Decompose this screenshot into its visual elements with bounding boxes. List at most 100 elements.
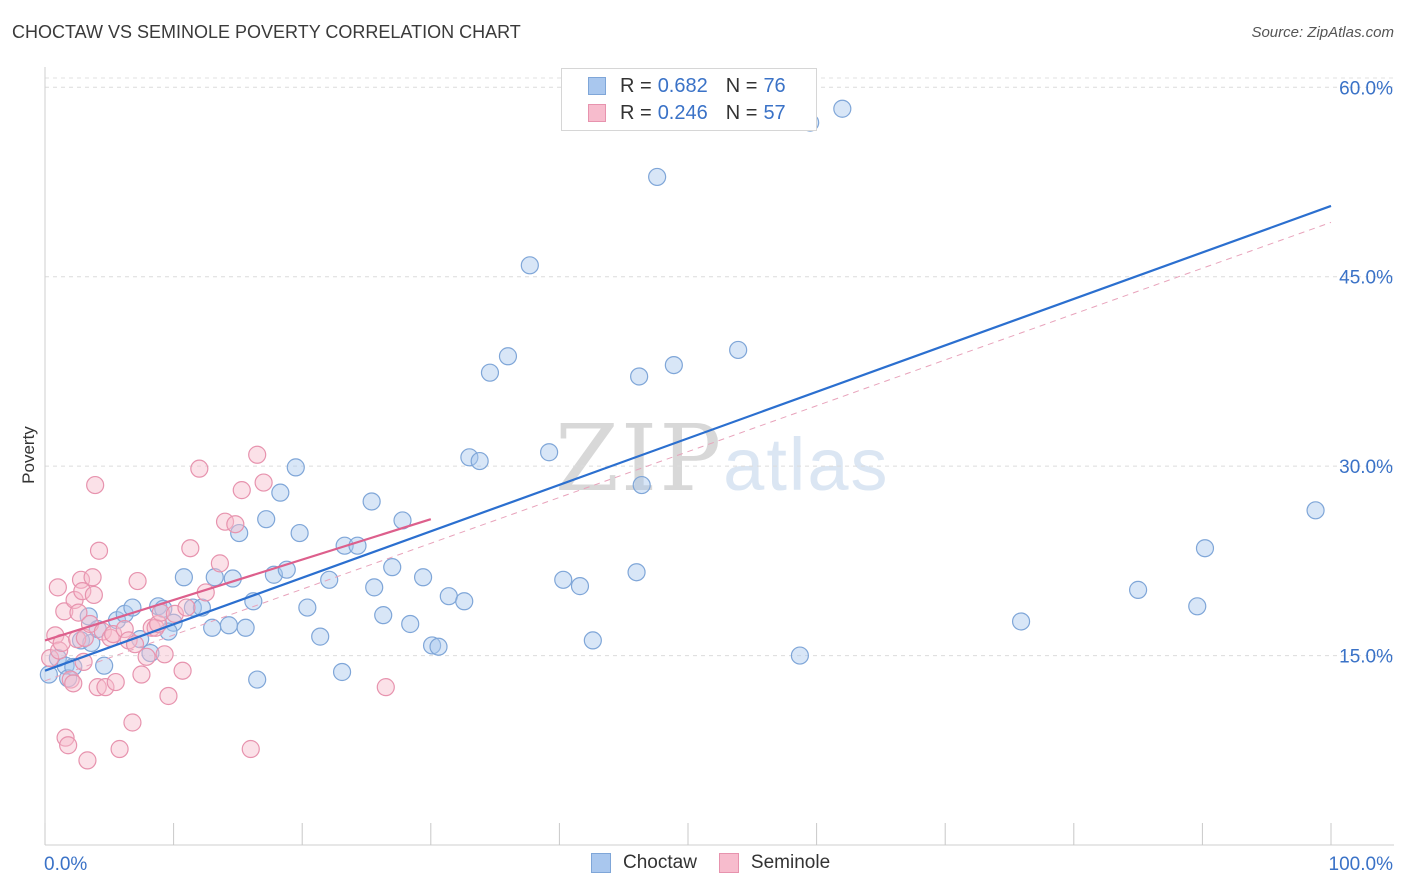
watermark: ZIPatlas — [555, 405, 889, 512]
point-choctaw — [365, 578, 384, 597]
point-seminole — [115, 619, 134, 639]
point-choctaw — [833, 99, 852, 118]
point-seminole — [254, 473, 273, 492]
point-choctaw — [460, 448, 479, 467]
point-seminole — [137, 647, 156, 666]
point-seminole — [83, 568, 102, 587]
x-tick-label: 0.0% — [44, 854, 87, 875]
point-choctaw — [271, 483, 290, 502]
point-choctaw — [648, 167, 667, 187]
x-tick-label: 100.0% — [1329, 854, 1394, 875]
legend-row-seminole: R = 0.246 N = 57 — [588, 101, 786, 125]
point-seminole — [376, 678, 395, 697]
point-seminole — [226, 515, 245, 534]
point-choctaw — [413, 568, 433, 587]
trendline-seminole — [44, 518, 432, 642]
legend-n-value: 76 — [763, 74, 786, 97]
bottom-legend-label-seminole: Seminole — [750, 852, 831, 873]
point-seminole — [155, 645, 174, 664]
legend-swatch-seminole — [588, 104, 606, 122]
y-tick-label: 45.0% — [1339, 268, 1393, 289]
point-choctaw — [311, 627, 330, 646]
point-seminole — [123, 713, 142, 732]
point-choctaw — [332, 662, 352, 682]
y-tick-label: 60.0% — [1339, 78, 1393, 99]
point-choctaw — [480, 363, 500, 382]
point-seminole — [248, 445, 267, 464]
watermark-atlas: atlas — [723, 423, 890, 506]
point-choctaw — [290, 523, 309, 543]
point-choctaw — [1306, 501, 1325, 520]
point-seminole — [89, 541, 109, 560]
legend-r-label: R = — [620, 101, 652, 124]
point-seminole — [106, 672, 125, 692]
legend-n-label: N = — [725, 74, 758, 97]
point-seminole — [75, 628, 94, 647]
point-choctaw — [203, 618, 222, 637]
legend-swatch-choctaw — [588, 77, 606, 95]
legend-n-label: N = — [725, 101, 758, 124]
point-seminole — [104, 624, 123, 644]
grid-layer — [45, 77, 1394, 657]
point-choctaw — [236, 618, 255, 637]
point-choctaw — [383, 558, 402, 577]
point-choctaw — [632, 475, 651, 495]
point-seminole — [241, 739, 260, 759]
point-choctaw — [455, 592, 474, 611]
point-choctaw — [627, 563, 646, 582]
point-seminole — [59, 736, 78, 755]
chart-source: Source: ZipAtlas.com — [1251, 24, 1394, 41]
point-choctaw — [1011, 612, 1031, 631]
point-seminole — [64, 674, 83, 693]
y-tick-label: 15.0% — [1339, 647, 1393, 668]
point-choctaw — [790, 646, 809, 665]
point-choctaw — [583, 631, 602, 650]
point-choctaw — [729, 340, 748, 360]
legend-r-value: 0.682 — [657, 74, 708, 97]
legend-r-label: R = — [620, 74, 652, 97]
y-tick-label: 30.0% — [1339, 457, 1393, 478]
point-seminole — [84, 585, 103, 605]
point-choctaw — [1195, 539, 1215, 558]
point-choctaw — [248, 670, 267, 689]
point-seminole — [132, 665, 151, 684]
point-choctaw — [205, 568, 224, 587]
point-seminole — [165, 604, 184, 623]
axis-layer — [44, 67, 1394, 846]
point-seminole — [86, 475, 105, 495]
point-seminole — [110, 739, 129, 759]
point-seminole — [96, 678, 115, 697]
point-seminole — [210, 554, 229, 573]
point-seminole — [173, 661, 192, 680]
point-choctaw — [498, 347, 518, 366]
point-choctaw — [257, 510, 276, 529]
point-choctaw — [1128, 580, 1148, 599]
point-choctaw — [79, 607, 98, 626]
point-seminole — [55, 602, 74, 621]
bottom-legend-seminole: Seminole — [718, 852, 831, 874]
point-seminole — [128, 571, 147, 591]
bottom-legend: Choctaw Seminole — [591, 852, 852, 874]
bottom-legend-label-choctaw: Choctaw — [623, 852, 697, 873]
point-seminole — [78, 751, 97, 770]
point-seminole — [73, 582, 92, 601]
point-choctaw — [422, 636, 442, 655]
point-choctaw — [362, 492, 381, 511]
point-choctaw — [439, 587, 458, 606]
point-seminole — [159, 686, 178, 706]
point-seminole — [88, 678, 107, 697]
point-choctaw — [470, 451, 489, 471]
legend-row-choctaw: R = 0.682 N = 76 — [588, 74, 786, 98]
legend-r-value: 0.246 — [657, 101, 708, 124]
point-choctaw — [174, 568, 193, 587]
point-choctaw — [95, 656, 114, 675]
point-choctaw — [554, 570, 573, 589]
point-seminole — [232, 481, 251, 500]
point-choctaw — [286, 458, 305, 477]
point-seminole — [177, 598, 196, 617]
point-choctaw — [230, 523, 249, 543]
point-choctaw — [570, 577, 590, 596]
point-seminole — [69, 603, 88, 622]
point-choctaw — [429, 637, 448, 656]
